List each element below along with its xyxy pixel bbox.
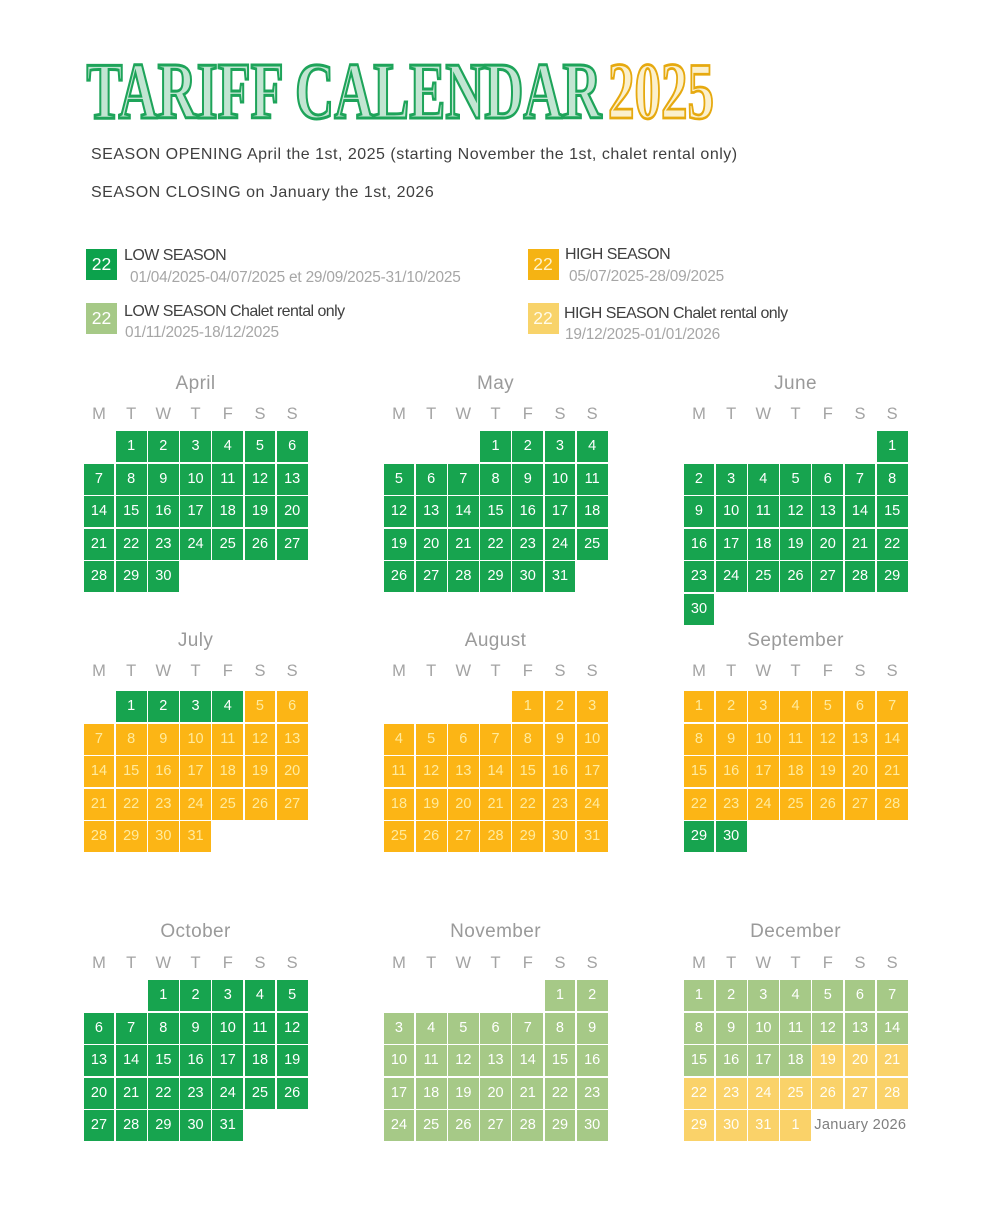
svg-text:TARIFF CALENDAR: TARIFF CALENDAR [87, 46, 603, 136]
svg-text:2025: 2025 [608, 46, 714, 136]
